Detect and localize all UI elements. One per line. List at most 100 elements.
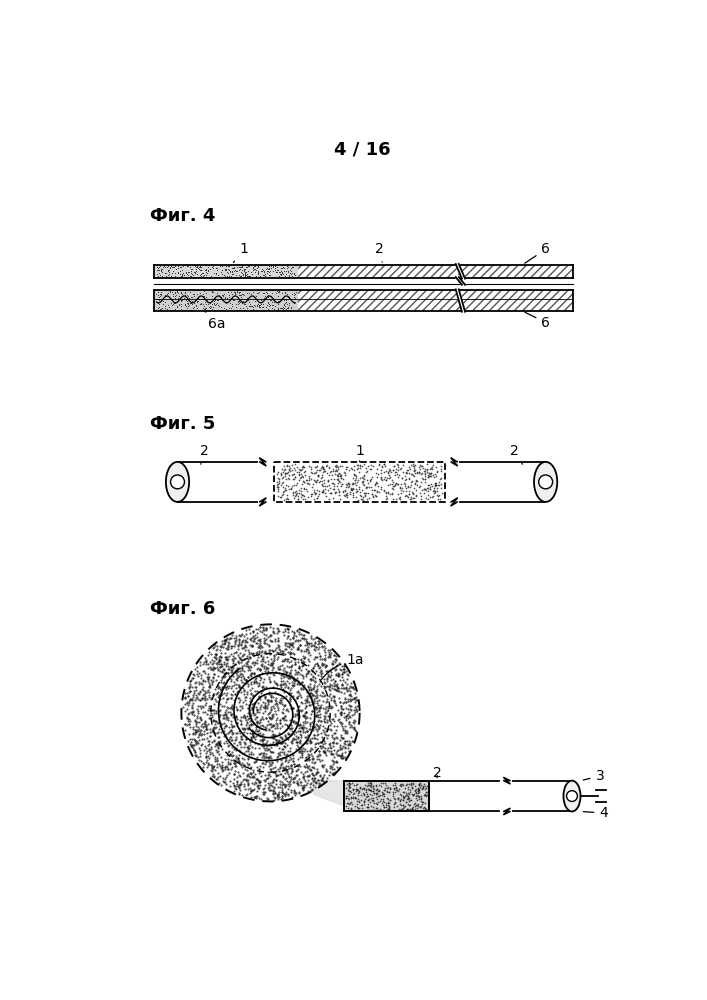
Point (291, 459, 303, 475)
Point (226, 680, 237, 696)
Point (350, 685, 361, 701)
Point (241, 290, 252, 306)
Point (407, 473, 418, 489)
Point (392, 462, 404, 478)
Point (315, 776, 326, 792)
Point (280, 641, 291, 657)
Point (255, 728, 266, 744)
Point (315, 713, 326, 729)
Point (432, 491, 443, 507)
Point (325, 698, 337, 714)
Point (156, 287, 167, 303)
Point (284, 644, 296, 660)
Point (283, 621, 294, 637)
Point (210, 660, 221, 676)
Point (202, 737, 214, 753)
Point (155, 301, 166, 317)
Point (281, 729, 292, 745)
Point (243, 294, 255, 310)
Point (363, 788, 374, 804)
Point (286, 789, 298, 805)
Point (322, 465, 333, 481)
Point (421, 787, 433, 803)
Point (199, 683, 211, 699)
Point (252, 291, 263, 307)
Point (211, 260, 222, 276)
Point (260, 620, 271, 636)
Point (247, 646, 259, 662)
Point (347, 475, 358, 491)
Point (192, 729, 204, 745)
Point (171, 298, 182, 314)
Point (290, 673, 301, 689)
Point (350, 489, 361, 505)
Point (250, 268, 262, 284)
Point (358, 793, 370, 809)
Point (247, 655, 258, 671)
Point (252, 702, 263, 718)
Point (286, 784, 297, 800)
Point (226, 732, 237, 748)
Point (226, 706, 238, 722)
Point (249, 731, 260, 747)
Point (329, 466, 341, 482)
Point (223, 289, 235, 305)
Point (215, 639, 226, 655)
Point (288, 770, 300, 786)
Point (298, 648, 309, 664)
Point (264, 736, 276, 752)
Point (293, 659, 305, 675)
Point (305, 672, 317, 688)
Point (247, 623, 259, 639)
Point (286, 727, 297, 743)
Point (270, 772, 281, 788)
Point (283, 461, 294, 477)
Point (212, 729, 223, 745)
Point (361, 788, 373, 804)
Point (317, 639, 328, 655)
Point (265, 297, 276, 313)
Point (284, 693, 296, 709)
Point (302, 635, 313, 651)
Point (313, 483, 325, 499)
Point (307, 663, 318, 679)
Point (344, 783, 355, 799)
Point (312, 772, 324, 788)
Point (179, 297, 190, 313)
Point (301, 723, 312, 739)
Point (340, 700, 351, 716)
Point (238, 778, 249, 794)
Point (285, 765, 296, 781)
Point (250, 754, 261, 770)
Point (199, 654, 210, 670)
Point (301, 665, 312, 681)
Point (189, 692, 201, 708)
Point (329, 681, 340, 697)
Point (419, 795, 431, 811)
Point (236, 262, 247, 278)
Point (320, 723, 332, 739)
Point (278, 486, 289, 502)
Point (308, 720, 319, 736)
Point (356, 792, 367, 808)
Point (210, 296, 221, 312)
Point (223, 269, 235, 285)
Point (280, 480, 291, 496)
Point (321, 703, 332, 719)
Point (316, 688, 327, 704)
Point (299, 752, 310, 768)
Point (283, 758, 294, 774)
Point (245, 760, 256, 776)
Point (214, 287, 225, 303)
Point (218, 710, 229, 726)
Point (226, 719, 238, 735)
Point (230, 750, 242, 766)
Point (388, 790, 399, 806)
Point (288, 295, 300, 311)
Point (279, 738, 290, 754)
Point (296, 630, 308, 646)
Point (180, 285, 191, 301)
Point (204, 300, 215, 316)
Point (407, 787, 419, 803)
Point (349, 706, 360, 722)
